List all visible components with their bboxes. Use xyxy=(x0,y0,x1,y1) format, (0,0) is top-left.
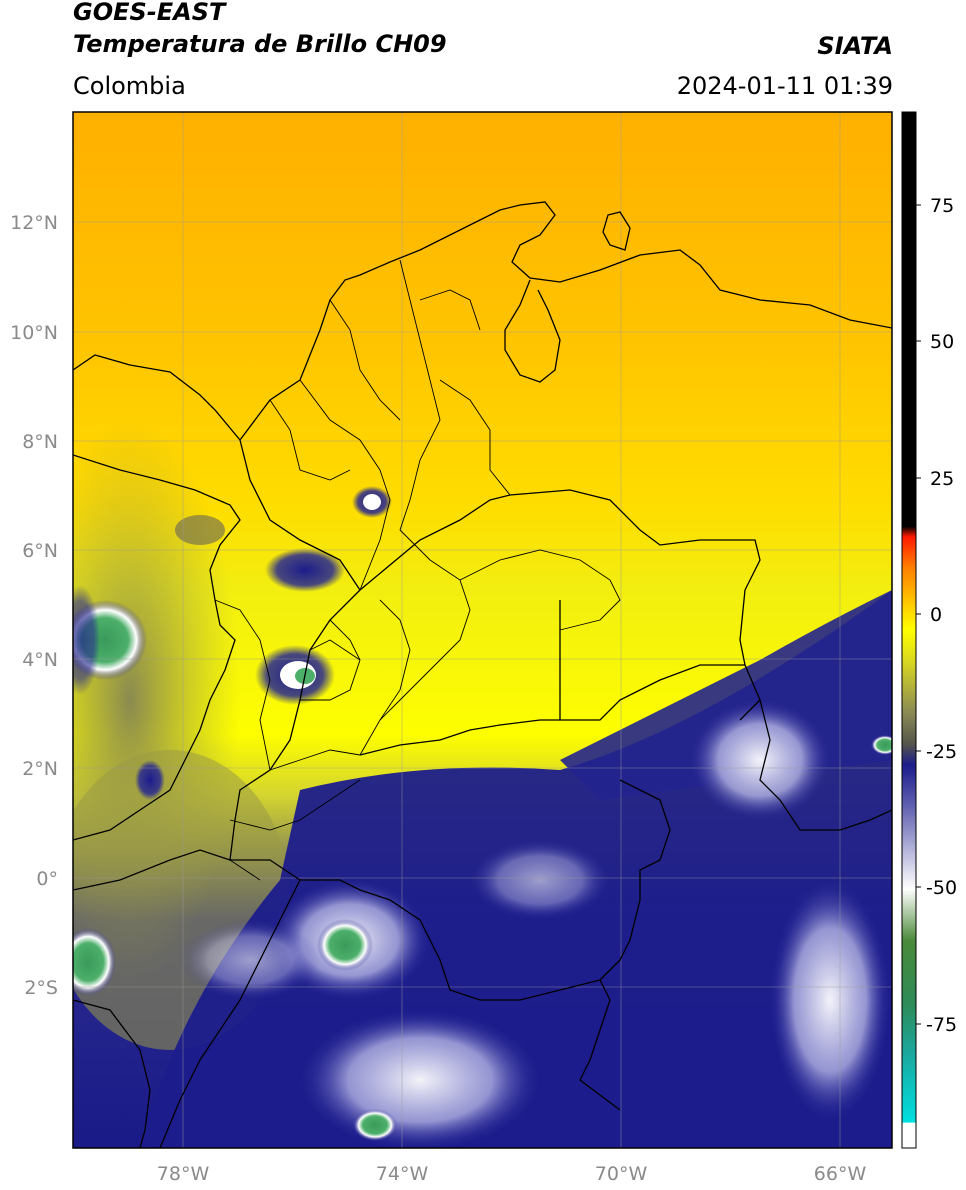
colorbar-tick-label: 50 xyxy=(930,331,954,353)
product-title: GOES-EAST xyxy=(73,0,226,26)
lon-tick-label: 78°W xyxy=(157,1163,210,1185)
lat-tick-label: 0° xyxy=(36,868,58,890)
lat-tick-label: 10°N xyxy=(10,322,58,344)
colorbar-tick-label: -50 xyxy=(926,877,957,899)
lon-tick-label: 70°W xyxy=(595,1163,648,1185)
colorbar-tick-label: -75 xyxy=(926,1014,957,1036)
region-label: Colombia xyxy=(73,72,186,100)
colorbar-tick-label: -25 xyxy=(926,741,957,763)
colorbar-tick-label: 0 xyxy=(930,604,942,626)
lat-tick-label: 6°N xyxy=(22,540,58,562)
lon-tick-label: 74°W xyxy=(376,1163,429,1185)
colorbar-tick-label: 75 xyxy=(930,195,954,217)
department-borders xyxy=(214,259,621,881)
lat-axis: 12°N 10°N 8°N 6°N 4°N 2°N 0° 2°S xyxy=(10,212,58,999)
colorbar: 75 50 25 0 -25 -50 -75 xyxy=(901,111,957,1149)
datetime-label: 2024-01-11 01:39 xyxy=(676,72,893,100)
graticule xyxy=(73,112,892,1148)
lat-tick-label: 2°S xyxy=(24,977,58,999)
map-frame xyxy=(72,111,893,1149)
temperature-field xyxy=(73,112,892,1148)
colorbar-gradient xyxy=(901,111,917,1149)
lat-tick-label: 4°N xyxy=(22,649,58,671)
lon-tick-label: 66°W xyxy=(814,1163,867,1185)
lat-tick-label: 12°N xyxy=(10,212,58,234)
product-subtitle: Temperatura de Brillo CH09 xyxy=(73,30,447,58)
colorbar-tick-label: 25 xyxy=(930,468,954,490)
lat-tick-label: 2°N xyxy=(22,758,58,780)
brand-label: SIATA xyxy=(817,32,893,60)
lon-axis: 78°W 74°W 70°W 66°W xyxy=(157,1163,867,1185)
lat-tick-label: 8°N xyxy=(22,431,58,453)
